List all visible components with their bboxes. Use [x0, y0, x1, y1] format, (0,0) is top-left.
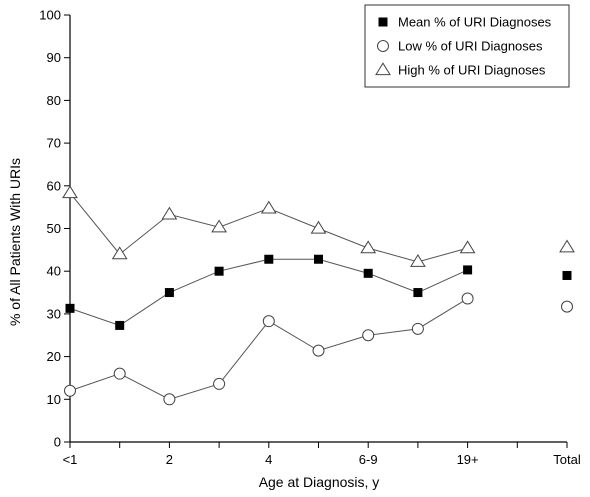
- y-tick-label: 30: [47, 306, 61, 321]
- data-point: [214, 266, 224, 276]
- legend-frame: [364, 4, 570, 88]
- data-point: [312, 344, 325, 357]
- data-point: [64, 384, 76, 397]
- legend-marker: [375, 62, 391, 76]
- data-point: [411, 322, 424, 335]
- y-tick-label: 10: [47, 392, 61, 407]
- total-point: [561, 300, 573, 313]
- data-point: [459, 240, 476, 254]
- data-point: [363, 268, 373, 278]
- data-point: [463, 265, 473, 275]
- data-point: [362, 329, 375, 342]
- data-point: [260, 200, 277, 214]
- data-point: [310, 220, 327, 234]
- data-point: [111, 246, 128, 260]
- data-point: [65, 303, 75, 313]
- data-point: [413, 288, 423, 298]
- data-point: [360, 240, 377, 254]
- total-point: [559, 239, 575, 253]
- data-point: [161, 206, 178, 220]
- x-tick-label: 19+: [457, 452, 479, 467]
- series-2: [64, 292, 573, 406]
- total-point: [562, 270, 572, 280]
- y-tick-label: 50: [47, 221, 61, 236]
- data-point: [164, 288, 174, 298]
- x-axis-title: Age at Diagnosis, y: [259, 474, 380, 490]
- legend: Mean % of URI Diagnoses Low % of URI Diag…: [364, 4, 570, 88]
- data-point: [461, 292, 474, 305]
- legend-marker: [378, 17, 388, 27]
- data-point: [62, 185, 78, 199]
- x-tick-label: <1: [63, 452, 78, 467]
- data-point: [262, 315, 275, 328]
- series-3: [62, 185, 575, 267]
- y-tick-label: 20: [47, 349, 61, 364]
- y-tick-label: 90: [47, 50, 61, 65]
- y-tick-label: 0: [54, 435, 61, 450]
- y-tick-label: 40: [47, 264, 61, 279]
- y-tick-label: 70: [47, 136, 61, 151]
- data-point: [213, 377, 226, 390]
- axes: 0 10 20 30 40 50 60 70 80 90 100 <1 2 4 6-9 19+ Total: [39, 8, 581, 468]
- series-1: [65, 254, 572, 330]
- x-tick-label: 2: [166, 452, 173, 467]
- plot-area: [62, 185, 575, 406]
- legend-label: Mean % of URI Diagnoses: [398, 15, 552, 30]
- data-point: [314, 254, 323, 264]
- legend-label: Low % of URI Diagnoses: [398, 39, 543, 54]
- data-point: [211, 219, 227, 233]
- legend-marker: [377, 40, 389, 52]
- data-point: [264, 254, 274, 264]
- data-point: [410, 254, 426, 267]
- x-tick-label: 4: [265, 452, 272, 467]
- y-tick-label: 80: [47, 93, 61, 108]
- data-point: [163, 393, 176, 406]
- y-axis-title: % of All Patients With URIs: [7, 158, 23, 326]
- data-point: [113, 367, 126, 380]
- x-tick-label: Total: [553, 452, 581, 467]
- y-tick-label: 60: [47, 178, 61, 193]
- legend-label: High % of URI Diagnoses: [398, 63, 546, 78]
- x-tick-label: 6-9: [359, 452, 378, 467]
- y-tick-label: 100: [39, 8, 61, 23]
- series-line: [69, 298, 468, 400]
- data-point: [115, 320, 125, 330]
